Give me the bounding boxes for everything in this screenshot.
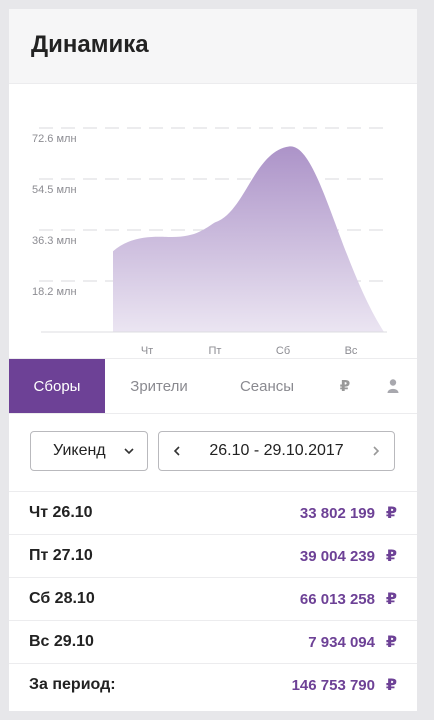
ruble-icon: ₽ <box>385 634 397 651</box>
y-tick-label: 54.5 млн <box>32 184 77 196</box>
ruble-icon[interactable]: ₽ <box>339 378 351 395</box>
row-label: За период: <box>29 676 116 693</box>
table-row: Пт 27.10 39 004 239 ₽ <box>9 534 417 577</box>
period-select[interactable]: Уикенд <box>30 431 148 471</box>
date-range-value[interactable]: 26.10 - 29.10.2017 <box>209 442 344 459</box>
row-label: Чт 26.10 <box>29 504 93 521</box>
x-tick-label: Вс <box>345 345 358 357</box>
x-tick-label: Пт <box>209 345 222 357</box>
ruble-icon: ₽ <box>385 591 397 608</box>
y-tick-label: 36.3 млн <box>32 235 77 247</box>
ruble-icon: ₽ <box>385 677 397 694</box>
period-select-value: Уикенд <box>53 442 106 459</box>
totals-list: Чт 26.10 33 802 199 ₽ Пт 27.10 39 004 23… <box>9 491 417 706</box>
table-row: Чт 26.10 33 802 199 ₽ <box>9 491 417 534</box>
card-header: Динамика <box>9 9 417 84</box>
x-tick-label: Чт <box>141 345 153 357</box>
area-chart: 18.2 млн 36.3 млн 54.5 млн 72.6 млн Чт Пт Сб В… <box>9 84 417 367</box>
metric-tabs: Сборы Зрители Сеансы ₽ <box>9 358 417 414</box>
filter-controls: Уикенд 26.10 - 29.10.2017 <box>9 413 417 491</box>
chevron-down-icon <box>124 448 134 455</box>
chevron-right-icon[interactable] <box>370 445 382 457</box>
area-series <box>113 146 384 332</box>
x-tick-label: Сб <box>276 345 290 357</box>
person-icon[interactable] <box>369 359 417 413</box>
tab-seansy[interactable]: Сеансы <box>239 377 295 395</box>
date-range-picker: 26.10 - 29.10.2017 <box>158 431 395 471</box>
chart-svg: 18.2 млн 36.3 млн 54.5 млн 72.6 млн Чт Пт Сб В… <box>32 127 387 357</box>
row-value: 39 004 239 <box>299 547 375 565</box>
table-row: Сб 28.10 66 013 258 ₽ <box>9 577 417 620</box>
y-tick-label: 18.2 млн <box>32 286 77 298</box>
row-value: 66 013 258 <box>299 590 375 608</box>
row-value: 146 753 790 <box>291 676 375 694</box>
row-label: Вс 29.10 <box>29 633 94 650</box>
row-value: 7 934 094 <box>308 633 375 651</box>
tab-zriteli[interactable]: Зрители <box>130 377 188 395</box>
chevron-left-icon[interactable] <box>171 445 183 457</box>
total-row: За период: 146 753 790 ₽ <box>9 663 417 706</box>
row-label: Пт 27.10 <box>29 547 93 564</box>
page-title: Динамика <box>31 31 149 58</box>
ruble-icon: ₽ <box>385 505 397 522</box>
table-row: Вс 29.10 7 934 094 ₽ <box>9 620 417 663</box>
row-value: 33 802 199 <box>299 504 375 522</box>
ruble-icon: ₽ <box>385 548 397 565</box>
y-tick-label: 72.6 млн <box>32 133 77 145</box>
row-label: Сб 28.10 <box>29 590 95 607</box>
dynamics-card: Динамика 18.2 млн 36.3 млн 54.5 млн 72.6 мл… <box>9 9 417 711</box>
tab-sbory[interactable]: Сборы <box>9 359 105 413</box>
